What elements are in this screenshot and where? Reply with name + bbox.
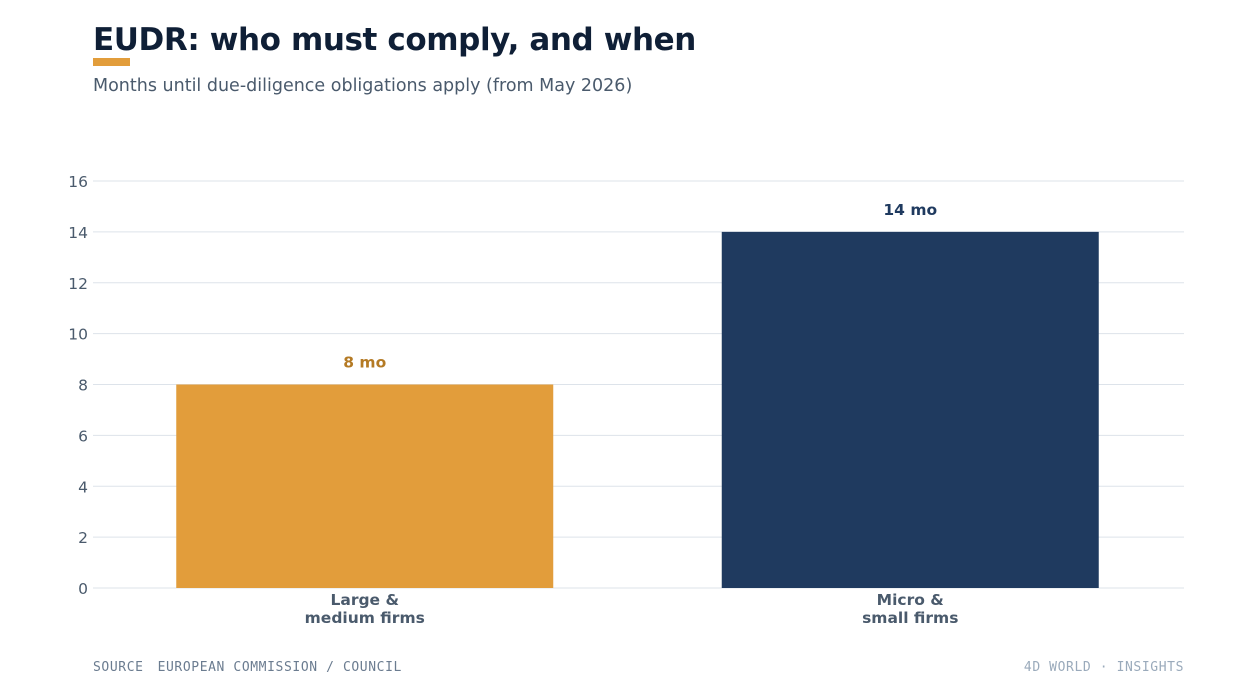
- chart-subtitle: Months until due-diligence obligations a…: [93, 76, 633, 96]
- x-tick-label: Micro & small firms: [862, 591, 958, 627]
- title-accent-bar: [93, 58, 130, 66]
- bars: [176, 231, 1099, 588]
- data-labels: 8 mo 14 mo: [343, 201, 937, 372]
- y-tick-label: 4: [78, 478, 88, 496]
- x-tick-label: Large & medium firms: [305, 591, 425, 627]
- data-label: 14 mo: [883, 201, 937, 219]
- y-tick-label: 12: [68, 275, 88, 293]
- source-note: SOURCE EUROPEAN COMMISSION / COUNCIL: [93, 660, 402, 675]
- source-text: EUROPEAN COMMISSION / COUNCIL: [157, 660, 402, 675]
- brand-credit: 4D WORLD · INSIGHTS: [1023, 660, 1184, 675]
- y-tick-label: 0: [78, 580, 88, 598]
- bar: [176, 384, 554, 588]
- data-label: 8 mo: [343, 354, 386, 372]
- x-axis-ticks: Large & medium firms Micro & small firms: [305, 591, 959, 627]
- y-axis-ticks: 0 2 4 6 8 10 12 14 16: [68, 173, 88, 598]
- y-tick-label: 2: [78, 529, 88, 547]
- y-tick-label: 8: [78, 377, 88, 395]
- y-tick-label: 6: [78, 427, 88, 445]
- y-tick-label: 16: [68, 173, 88, 191]
- bar: [721, 231, 1099, 588]
- source-label: SOURCE: [93, 660, 144, 675]
- chart-title: EUDR: who must comply, and when: [93, 22, 696, 58]
- y-tick-label: 10: [68, 326, 88, 344]
- y-tick-label: 14: [68, 224, 88, 242]
